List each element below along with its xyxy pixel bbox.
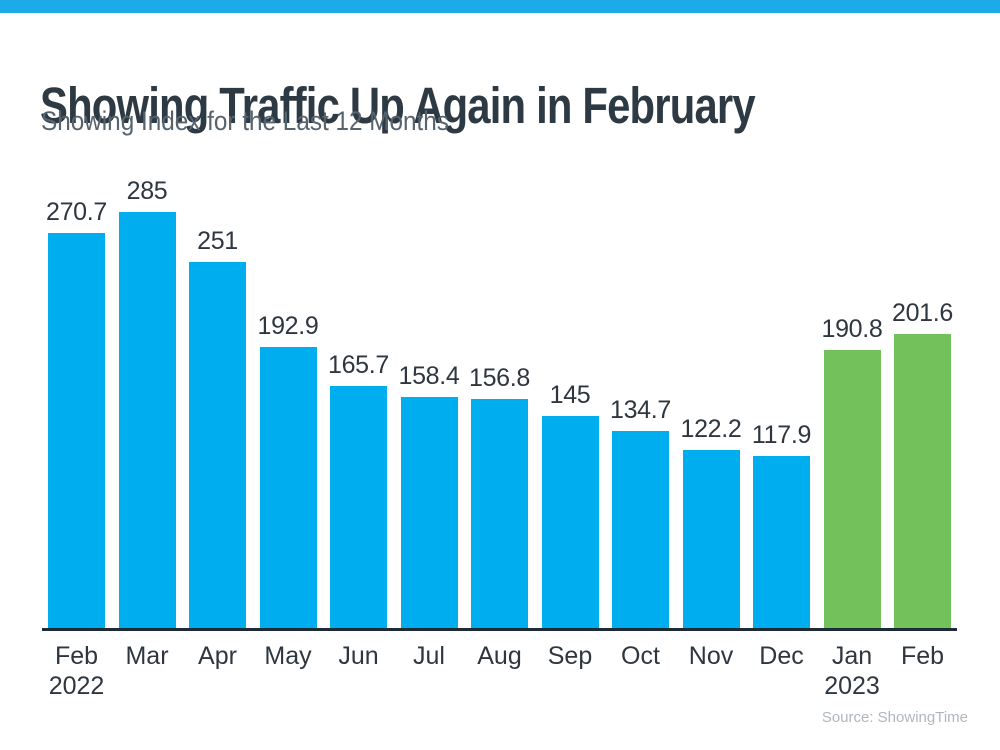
bar-group: 158.4 (398, 362, 460, 628)
bar (682, 450, 740, 628)
bar (823, 350, 881, 628)
top-accent-bar (0, 0, 1000, 13)
x-axis-tick: Aug (471, 641, 528, 701)
bar (612, 431, 669, 628)
bar-value-label: 165.7 (327, 351, 390, 379)
chart-subtitle: Showing Index for the Last 12 Months (41, 106, 449, 136)
bar (189, 262, 246, 628)
bar-group: 190.8 (821, 315, 883, 628)
bar-value-label: 270.7 (45, 198, 108, 226)
x-axis-tick: Sep (542, 641, 599, 701)
bar-value-label: 156.8 (468, 364, 531, 392)
tick-month-label: Jun (338, 642, 379, 670)
bar-group: 122.2 (680, 415, 742, 628)
bar-value-label: 190.8 (821, 315, 883, 343)
bar (471, 399, 528, 628)
tick-month-label: Dec (759, 642, 804, 670)
x-axis-tick: Mar (119, 641, 176, 701)
x-axis-tick: Nov (683, 641, 740, 701)
bar (118, 212, 176, 628)
bar-value-label: 201.6 (891, 299, 954, 327)
bar-group: 192.9 (257, 312, 319, 628)
x-axis-tick: Jul (401, 641, 458, 701)
tick-month-label: Mar (125, 642, 169, 670)
bar-value-label: 145 (549, 381, 591, 409)
bar (259, 347, 317, 628)
tick-year-label: 2023 (824, 672, 880, 700)
tick-month-label: Jan (831, 642, 873, 670)
tick-month-label: Nov (688, 642, 734, 670)
bar (894, 334, 951, 628)
bar-group: 270.7 (45, 198, 108, 628)
x-axis-line (42, 628, 957, 631)
tick-month-label: Sep (547, 642, 593, 670)
bar (400, 397, 458, 628)
bar (753, 456, 810, 628)
tick-month-label: Aug (477, 642, 522, 670)
bar-value-label: 134.7 (609, 396, 672, 424)
x-axis-tick: Feb (894, 641, 951, 701)
bar-value-label: 285 (126, 177, 168, 205)
bar (330, 386, 387, 628)
bar-value-label: 251 (197, 227, 238, 255)
x-axis-tick: Oct (612, 641, 669, 701)
x-axis-tick-labels: Feb 2022 Mar Apr May Jun Jul Aug Sep Oct Nov Dec Jan… (42, 641, 957, 701)
x-axis-tick: Dec (753, 641, 810, 701)
tick-year-label: 2022 (48, 672, 105, 700)
bar-chart-plot-area: 270.7 285 251 192.9 165.7 158.4 156.8 145 134.7 1… (42, 177, 957, 628)
tick-month-label: Feb (900, 642, 945, 670)
bar-group: 285 (118, 177, 176, 628)
bar-value-label: 122.2 (680, 415, 742, 443)
x-axis-tick: Apr (189, 641, 246, 701)
bar-group: 165.7 (327, 351, 390, 628)
source-attribution: Source: ShowingTime (821, 709, 968, 726)
bar-value-label: 158.4 (398, 362, 460, 390)
bar-group: 117.9 (751, 421, 812, 628)
tick-month-label: Jul (413, 642, 445, 670)
x-axis-tick: Feb 2022 (48, 641, 105, 701)
bar (48, 233, 105, 628)
chart-title: Showing Traffic Up Again in February (40, 77, 756, 135)
tick-month-label: Oct (621, 642, 660, 670)
tick-month-label: Apr (198, 642, 237, 670)
bar-group: 134.7 (609, 396, 672, 628)
tick-month-label: Feb (54, 642, 99, 670)
x-axis-tick: Jun (330, 641, 387, 701)
bar-group: 156.8 (468, 364, 531, 628)
bar-value-label: 192.9 (257, 312, 319, 340)
bar-value-label: 117.9 (751, 421, 812, 449)
bar-group: 201.6 (891, 299, 954, 628)
x-axis-tick: Jan 2023 (824, 641, 881, 701)
bar-group: 251 (189, 227, 246, 628)
bar (541, 416, 599, 628)
x-axis-tick: May (260, 641, 317, 701)
tick-month-label: May (264, 642, 312, 670)
bar-group: 145 (541, 381, 599, 628)
